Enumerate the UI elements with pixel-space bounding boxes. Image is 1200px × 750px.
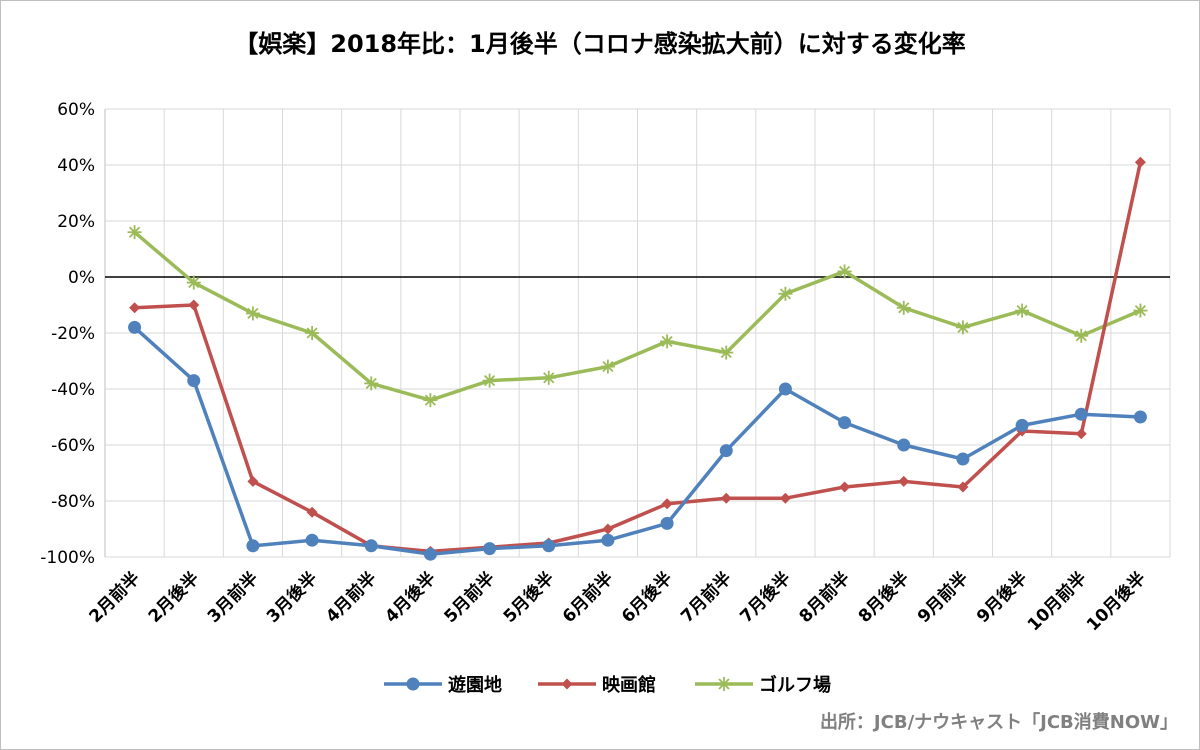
legend-item: ゴルフ場 xyxy=(695,674,831,696)
data-point xyxy=(837,264,852,279)
data-point xyxy=(956,452,970,466)
legend-marker xyxy=(561,678,573,690)
data-point xyxy=(128,320,142,334)
series-line xyxy=(133,326,1141,556)
x-tick-label: 8月前半 xyxy=(795,568,854,627)
data-point xyxy=(719,444,733,458)
data-point xyxy=(720,492,732,504)
data-point xyxy=(719,345,734,360)
y-tick-label: -20% xyxy=(51,324,95,344)
data-point xyxy=(306,506,318,518)
data-point xyxy=(779,492,791,504)
data-point xyxy=(188,299,200,311)
data-point xyxy=(245,306,260,321)
x-tick-label: 10月後半 xyxy=(1082,568,1150,636)
grid xyxy=(104,108,1171,558)
data-point xyxy=(1015,418,1029,432)
x-tick-label: 7月前半 xyxy=(676,568,735,627)
data-point xyxy=(423,393,438,408)
data-point xyxy=(364,539,378,553)
data-point xyxy=(1015,303,1030,318)
y-tick-label: 40% xyxy=(57,156,95,176)
legend-label: ゴルフ場 xyxy=(759,674,831,696)
legend-label: 映画館 xyxy=(602,674,656,696)
data-point xyxy=(1134,156,1146,168)
legend-marker xyxy=(717,677,731,691)
data-point xyxy=(129,302,141,314)
y-tick-label: -40% xyxy=(51,380,95,400)
data-point xyxy=(601,533,615,547)
data-point xyxy=(955,320,970,335)
data-point xyxy=(483,542,497,556)
legend: 遊園地 映画館 ゴルフ場 xyxy=(384,674,831,696)
series-3 xyxy=(127,225,1148,408)
data-point xyxy=(661,498,673,510)
x-tick-label: 7月後半 xyxy=(736,568,795,627)
legend-item: 映画館 xyxy=(538,674,656,696)
x-tick-label: 9月後半 xyxy=(972,568,1031,627)
series-1 xyxy=(128,320,1147,561)
x-tick-label: 6月前半 xyxy=(558,568,617,627)
x-tick-label: 3月前半 xyxy=(203,568,262,627)
data-point xyxy=(660,334,675,349)
x-axis-ticks: 2月前半 2月後半 3月前半 3月後半 4月前半 4月後半 5月前半 5月後半 6月前半 6月後半… xyxy=(85,568,1150,636)
data-point xyxy=(246,539,260,553)
data-point xyxy=(897,438,911,452)
data-point xyxy=(660,516,674,530)
data-point xyxy=(1074,328,1089,343)
data-point xyxy=(1075,428,1087,440)
x-tick-label: 2月後半 xyxy=(144,568,203,627)
data-point xyxy=(542,539,556,553)
data-point xyxy=(839,481,851,493)
x-tick-label: 8月後半 xyxy=(854,568,913,627)
source-note: 出所：JCB/ナウキャスト「JCB消費NOW」 xyxy=(819,712,1178,733)
data-point xyxy=(423,547,437,561)
chart-title: 【娯楽】2018年比：1月後半（コロナ感染拡大前）に対する変化率 xyxy=(234,30,966,58)
x-tick-label: 6月後半 xyxy=(617,568,676,627)
data-point xyxy=(247,475,259,487)
data-point xyxy=(482,373,497,388)
x-tick-label: 10月前半 xyxy=(1023,568,1091,636)
data-point xyxy=(896,300,911,315)
x-tick-label: 2月前半 xyxy=(85,568,144,627)
legend-marker xyxy=(406,677,420,691)
series-layer xyxy=(127,156,1148,561)
data-point xyxy=(541,370,556,385)
x-tick-label: 5月前半 xyxy=(440,568,499,627)
data-point xyxy=(898,475,910,487)
y-tick-label: 0% xyxy=(68,268,95,288)
x-tick-label: 5月後半 xyxy=(499,568,558,627)
x-tick-label: 3月後半 xyxy=(262,568,321,627)
y-tick-label: 20% xyxy=(57,212,95,232)
data-point xyxy=(1074,407,1088,421)
series-line xyxy=(133,230,1142,402)
legend-item: 遊園地 xyxy=(384,674,502,696)
data-point xyxy=(187,374,201,388)
data-point xyxy=(778,286,793,301)
y-axis-ticks: 60% 40% 20% 0% -20% -40% -60% -80% -100% xyxy=(40,100,95,568)
data-point xyxy=(305,533,319,547)
data-point xyxy=(186,275,201,290)
data-point xyxy=(364,376,379,391)
data-point xyxy=(778,382,792,396)
y-tick-label: -80% xyxy=(51,492,95,512)
y-tick-label: -100% xyxy=(40,548,95,568)
data-point xyxy=(1133,303,1148,318)
data-point xyxy=(305,326,320,340)
x-tick-label: 4月後半 xyxy=(381,568,440,627)
data-point xyxy=(957,481,969,493)
data-point xyxy=(127,225,142,240)
data-point xyxy=(1133,410,1147,424)
legend-label: 遊園地 xyxy=(448,674,502,696)
data-point xyxy=(600,359,615,374)
x-tick-label: 9月前半 xyxy=(913,568,972,627)
y-tick-label: 60% xyxy=(57,100,95,120)
data-point xyxy=(602,523,614,535)
y-tick-label: -60% xyxy=(51,436,95,456)
data-point xyxy=(838,416,852,430)
x-tick-label: 4月前半 xyxy=(321,568,380,627)
